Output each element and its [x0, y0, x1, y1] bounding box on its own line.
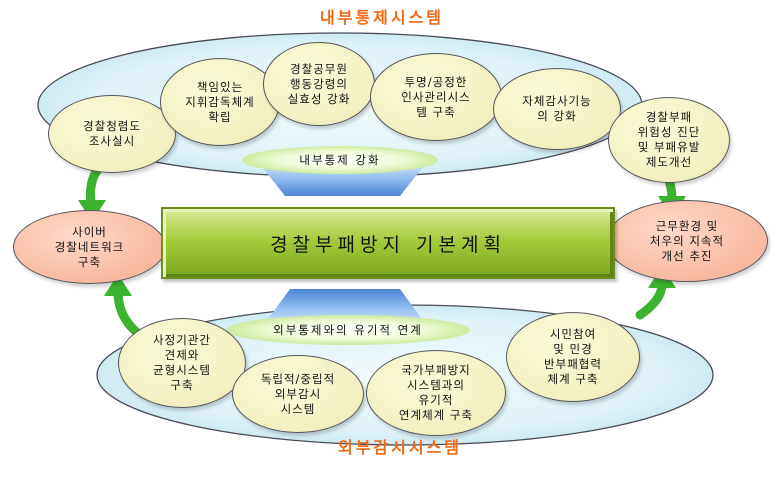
internal-item-code-of-conduct: 경찰공무원 행동강령의 실효성 강화 — [263, 42, 375, 126]
external-item-independent-monitoring: 독립적/중립적 외부감시 시스템 — [232, 355, 364, 433]
internal-band-label: 내부통제 강화 — [299, 153, 381, 167]
external-system-title: 외부감시시스템 — [337, 438, 463, 457]
internal-item-self-audit: 자체감사기능 의 강화 — [493, 68, 621, 150]
internal-item-integrity-survey: 경찰청렴도 조사실시 — [48, 95, 176, 173]
internal-item-risk-diagnosis: 경찰부패 위험성 진단 및 부패유발 제도개선 — [608, 97, 730, 183]
external-item-citizen-participation: 시민참여 및 민경 반부패협력 체계 구축 — [506, 312, 640, 402]
external-item-national-anticorruption-link: 국가부패방지 시스템과의 유기적 연계체계 구축 — [366, 350, 506, 436]
internal-item-hr-system: 투명/공정한 인사관리시스 템 구축 — [370, 53, 502, 141]
arrow-right-node-to-external — [635, 279, 667, 320]
main-plan-title: 경찰부패방지 기본계획 — [270, 233, 506, 256]
main-plan-box: 경찰부패방지 기본계획 — [161, 207, 615, 279]
arrow-left-node-to-external-head — [104, 274, 132, 296]
side-node-cyber-network: 사이버 경찰네트워크 구축 — [13, 210, 166, 284]
arrow-left-node-to-external — [113, 287, 145, 340]
external-item-checks-balances: 사정기관간 견제와 균형시스템 구축 — [118, 318, 246, 408]
external-band-label: 외부통제와의 유기적 연계 — [273, 323, 423, 337]
external-band — [226, 315, 470, 345]
internal-item-supervision-system: 책임있는 지휘감독체계 확립 — [160, 58, 280, 146]
side-node-work-environment: 근무환경 및 처우의 지속적 개선 추진 — [606, 200, 768, 282]
internal-system-title: 내부통제시스템 — [319, 8, 445, 27]
internal-band — [242, 146, 438, 174]
